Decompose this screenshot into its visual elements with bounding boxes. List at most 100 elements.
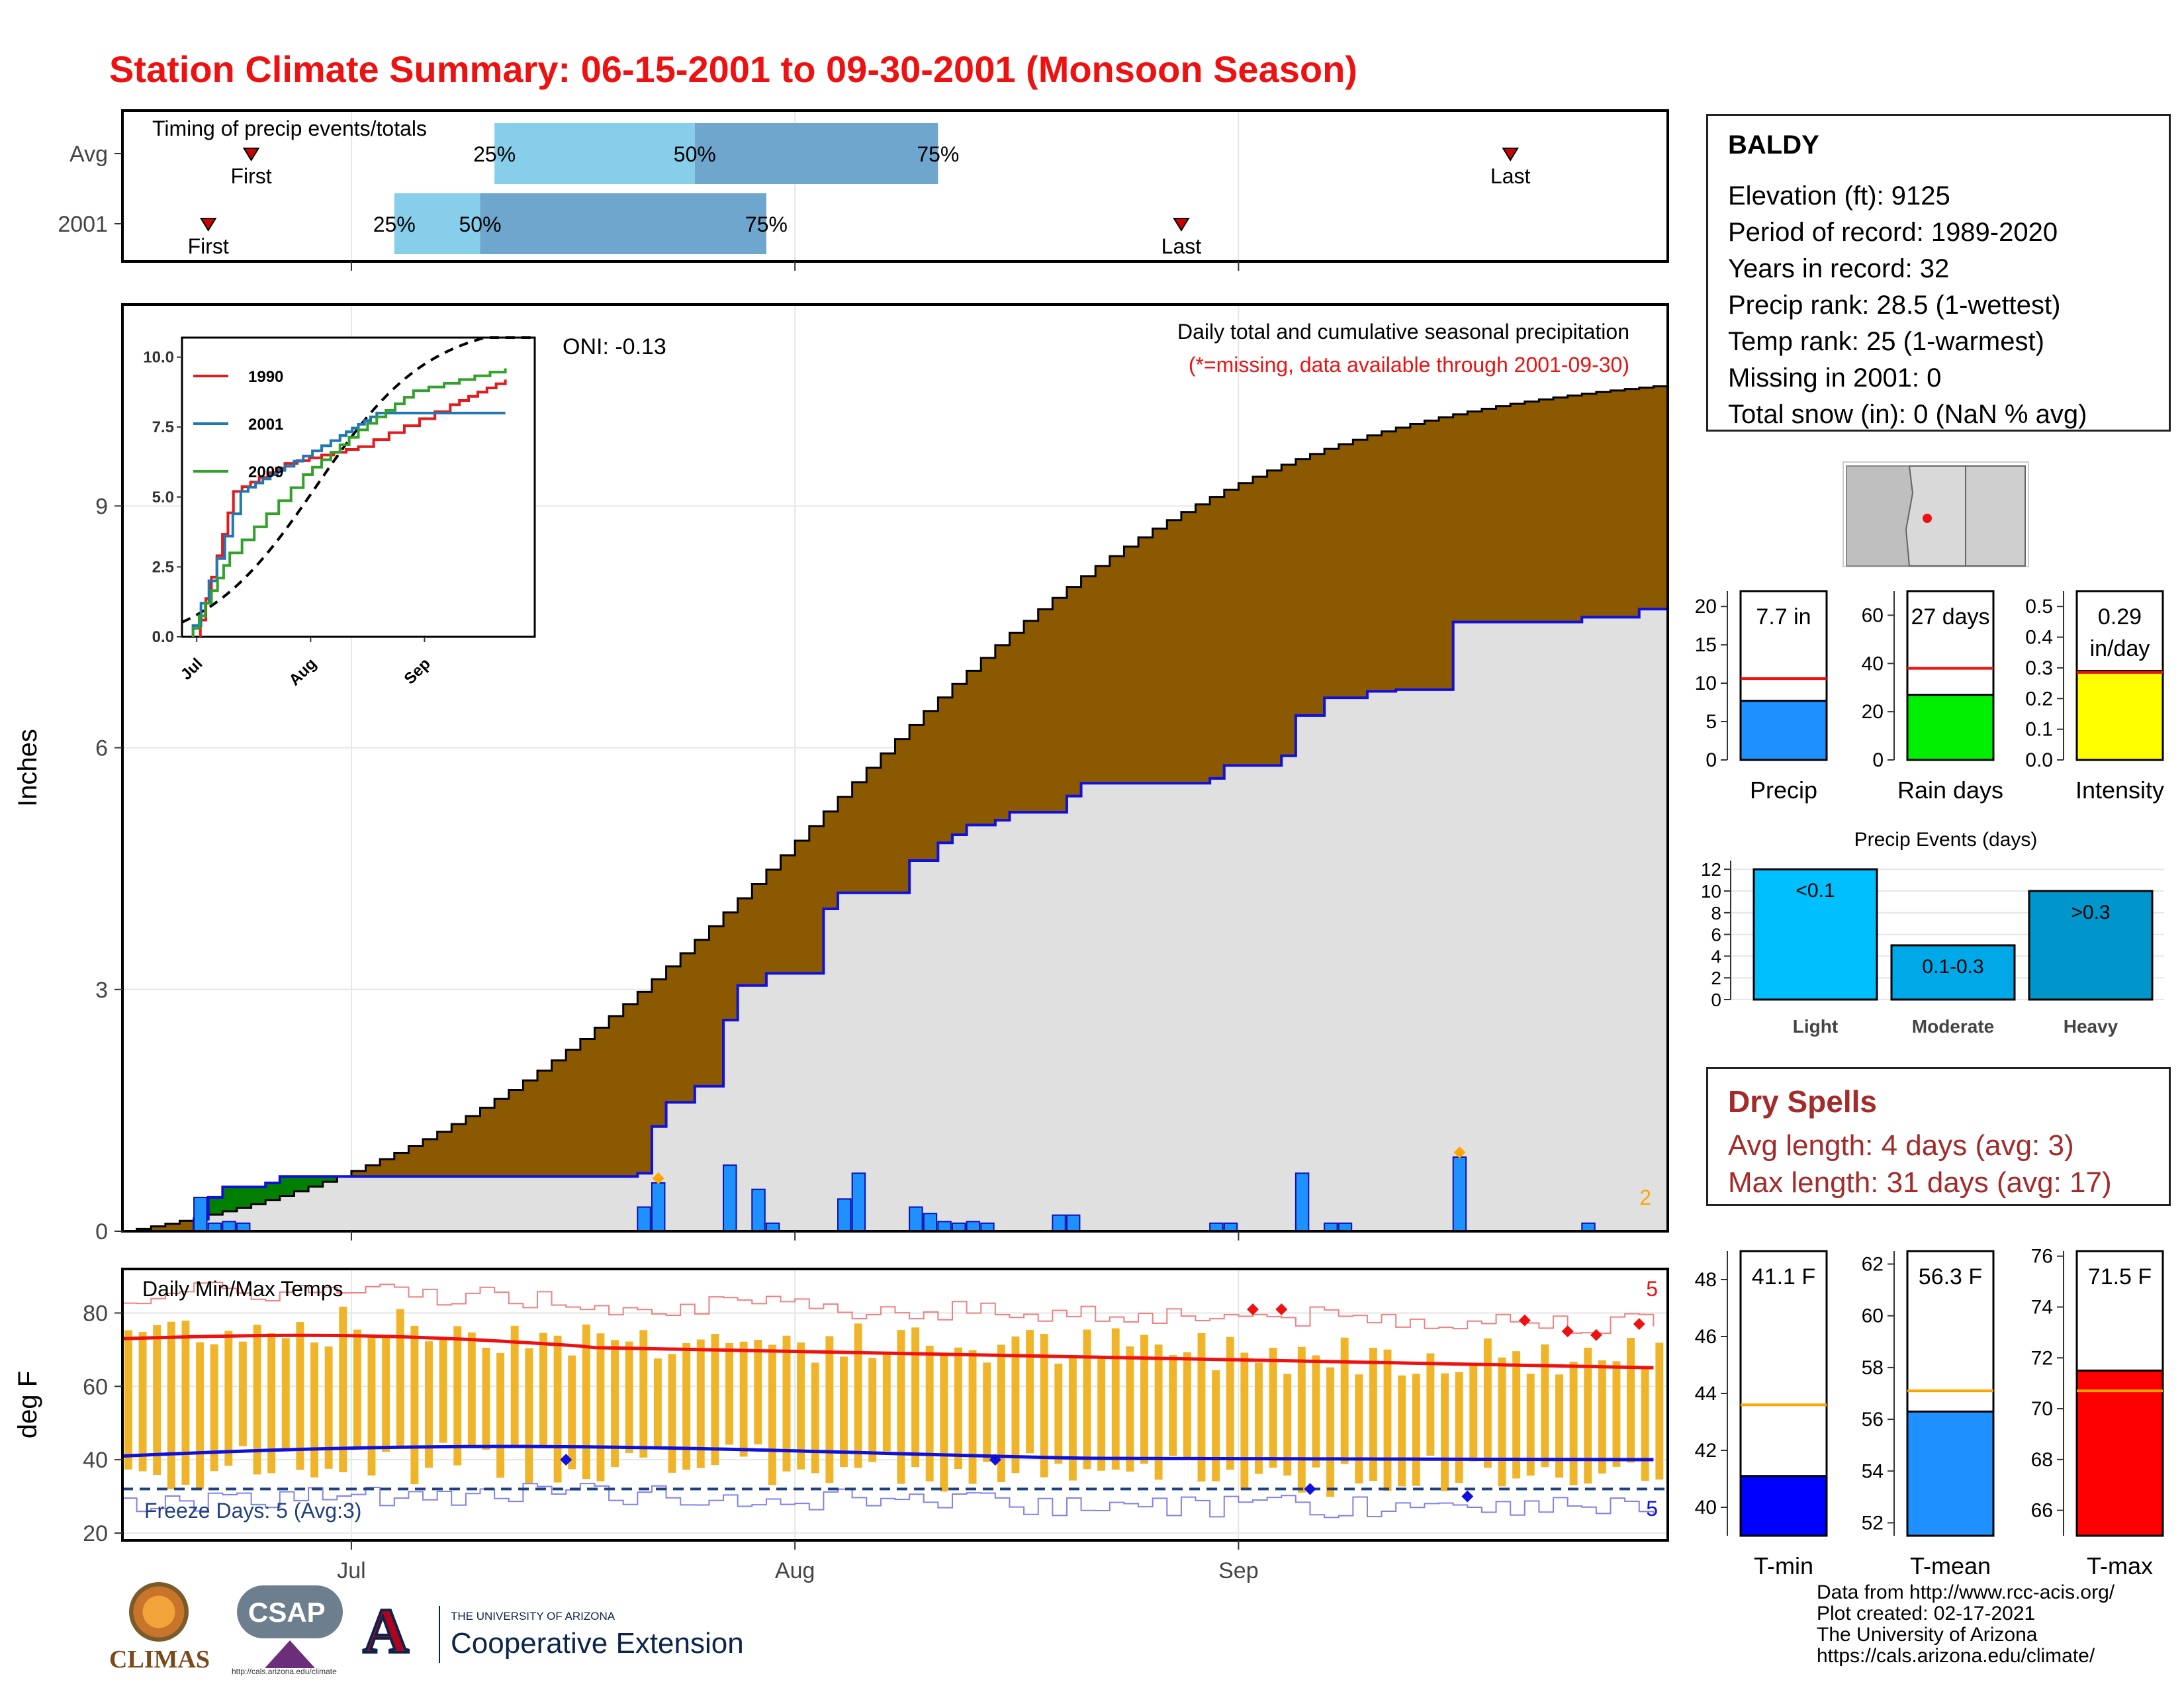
daily-temp-bar bbox=[1426, 1353, 1435, 1456]
record-low-marker bbox=[560, 1454, 572, 1466]
precip-frame bbox=[121, 303, 1669, 1233]
credit-line: The University of Arizona bbox=[1817, 1624, 2038, 1646]
daily-temp-bar bbox=[1040, 1334, 1048, 1477]
daily-temp-bar bbox=[1068, 1357, 1077, 1481]
daily-temp-bar bbox=[968, 1350, 977, 1484]
events-title: Precip Events (days) bbox=[1854, 829, 2038, 851]
daily-precip-bar bbox=[909, 1206, 923, 1233]
events-ytick-label: 10 bbox=[1701, 881, 1721, 902]
timing-q50-75-bar bbox=[694, 123, 938, 184]
events-category-label: Light bbox=[1793, 1016, 1838, 1037]
events-bar bbox=[2028, 890, 2154, 1001]
timing-last-marker bbox=[1502, 148, 1519, 162]
daily-temp-bar bbox=[467, 1332, 476, 1446]
daily-temp-bar bbox=[782, 1335, 791, 1472]
daily-temp-bar bbox=[797, 1342, 805, 1470]
ua-logo: A THE UNIVERSITY OF ARIZONA Cooperative … bbox=[361, 1595, 745, 1668]
freeze-days-label: Freeze Days: 5 (Avg:3) bbox=[144, 1499, 361, 1523]
daily-temp-bar bbox=[1455, 1372, 1463, 1483]
daily-temp-bar bbox=[625, 1341, 633, 1453]
daily-temp-bar bbox=[668, 1354, 676, 1473]
raindays-summary-bar bbox=[1906, 694, 1995, 761]
inset-ytick-label: 2.5 bbox=[152, 558, 174, 576]
daily-temp-bar bbox=[1612, 1361, 1621, 1467]
temp-ytick-label: 60 bbox=[83, 1374, 108, 1399]
raindays-summary-ytick-label: 40 bbox=[1862, 653, 1884, 675]
daily-temp-bar bbox=[1097, 1358, 1106, 1471]
timing-q75-label: 75% bbox=[917, 142, 959, 166]
daily-temp-bar bbox=[310, 1342, 318, 1477]
tmean-summary-value-label: 56.3 F bbox=[1919, 1264, 1982, 1289]
daily-temp-bar bbox=[682, 1342, 691, 1470]
daily-temp-bar bbox=[754, 1340, 762, 1444]
ua-a-icon: A bbox=[361, 1595, 410, 1666]
daily-temp-bar bbox=[940, 1352, 948, 1492]
daily-temp-bar bbox=[1212, 1370, 1220, 1481]
timing-title: Timing of precip events/totals bbox=[152, 117, 427, 140]
inset-series-line bbox=[191, 368, 507, 637]
tmean-summary-ytick-label: 54 bbox=[1862, 1460, 1884, 1482]
tmax-summary-ytick-label: 72 bbox=[2031, 1347, 2053, 1369]
ua-divider bbox=[439, 1606, 440, 1663]
tmean-summary-bar bbox=[1906, 1410, 1995, 1537]
map-arizona-shape bbox=[1905, 465, 1966, 567]
raindays-summary-ytick-label: 0 bbox=[1872, 749, 1884, 771]
timing-q50-label: 50% bbox=[674, 142, 716, 166]
daily-temp-bar bbox=[1412, 1374, 1420, 1486]
timing-q50-75-bar bbox=[480, 193, 766, 254]
climas-wordmark: CLIMAS bbox=[109, 1646, 210, 1673]
inset-legend-label: 2001 bbox=[248, 416, 283, 434]
tmax-summary-ytick-label: 74 bbox=[2031, 1296, 2053, 1318]
daily-temp-bar bbox=[439, 1339, 447, 1443]
events-bar bbox=[1890, 944, 2016, 1001]
record-high-marker bbox=[1561, 1325, 1574, 1338]
max-marker bbox=[652, 1172, 664, 1184]
daily-precip-bar bbox=[1295, 1172, 1310, 1232]
temp-ytick-label: 80 bbox=[83, 1301, 108, 1326]
credits: Data from http://www.rcc-acis.org/Plot c… bbox=[1817, 1582, 2115, 1667]
daily-temp-bar bbox=[997, 1344, 1005, 1482]
temp-panel-title: Daily Min/Max Temps bbox=[142, 1277, 343, 1301]
tmin-summary-value-label: 41.1 F bbox=[1752, 1264, 1815, 1289]
climas-logo: CLIMAS bbox=[109, 1582, 218, 1678]
record-high-marker bbox=[1590, 1329, 1602, 1341]
daily-temp-bar bbox=[840, 1356, 848, 1468]
record-low-line bbox=[122, 1483, 1655, 1519]
tmin-summary-ytick-label: 48 bbox=[1695, 1269, 1717, 1291]
daily-temp-bar bbox=[1283, 1374, 1292, 1476]
tmin-summary-ytick-label: 42 bbox=[1695, 1440, 1717, 1462]
intensity-summary-ytick-label: 0.4 bbox=[2025, 627, 2053, 649]
inset-frame bbox=[181, 336, 536, 638]
timing-last-marker bbox=[1173, 218, 1190, 232]
daily-temp-bar bbox=[296, 1322, 304, 1470]
intensity-summary-bar bbox=[2075, 670, 2164, 761]
precip-summary-ytick-label: 10 bbox=[1695, 673, 1717, 694]
events-category-label: Moderate bbox=[1912, 1016, 1994, 1037]
daily-temp-bar bbox=[1140, 1335, 1148, 1464]
daily-temp-bar bbox=[1398, 1375, 1406, 1487]
daily-temp-bar bbox=[525, 1348, 533, 1483]
credit-line: https://cals.arizona.edu/climate/ bbox=[1817, 1645, 2095, 1667]
daily-temp-bar bbox=[983, 1362, 991, 1462]
inset-legend-label: 1990 bbox=[248, 368, 283, 386]
timing-q50-label: 50% bbox=[459, 212, 501, 236]
daily-temp-bar bbox=[482, 1348, 490, 1450]
daily-temp-bar bbox=[1197, 1333, 1206, 1482]
csap-mountain-icon bbox=[265, 1640, 315, 1668]
record-high-marker bbox=[1275, 1303, 1288, 1315]
tmax-summary-bar bbox=[2075, 1369, 2164, 1537]
daily-temp-bar bbox=[739, 1341, 748, 1457]
tmax-summary-ytick-label: 70 bbox=[2031, 1398, 2053, 1420]
daily-precip-bar bbox=[1052, 1214, 1066, 1233]
events-ytick-label: 0 bbox=[1711, 990, 1721, 1010]
daily-temp-bar bbox=[911, 1327, 920, 1468]
timing-q25-50-bar bbox=[394, 193, 480, 254]
tmean-summary-ytick-label: 52 bbox=[1862, 1512, 1884, 1534]
daily-precip-bar bbox=[1452, 1156, 1467, 1232]
record-high-marker bbox=[1518, 1314, 1531, 1327]
events-ytick-label: 6 bbox=[1711, 925, 1721, 945]
tmin-summary-axis-label: T-min bbox=[1754, 1552, 1813, 1579]
temp-ytick-label: 40 bbox=[83, 1448, 108, 1473]
daily-temp-bar bbox=[267, 1333, 276, 1474]
events-range-label: <0.1 bbox=[1796, 880, 1835, 902]
